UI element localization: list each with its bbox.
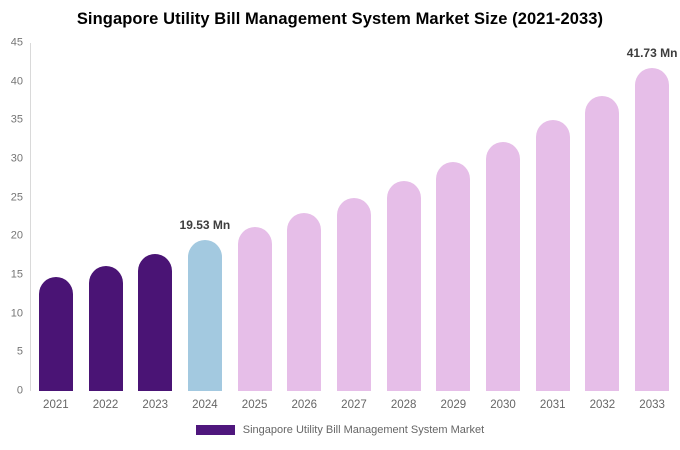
bar-cell-2025: 2025: [230, 43, 280, 411]
y-tick-40: 40: [10, 75, 23, 88]
bars-row: 2021 2022 2023 2024 19.53 Mn 2025 2026 2027 2028…: [31, 43, 678, 411]
bar-2026: [287, 213, 322, 391]
y-tick-30: 30: [10, 152, 23, 165]
bar-2032: [585, 96, 620, 391]
bar-cell-2021: 2021: [31, 43, 81, 411]
legend-label: Singapore Utility Bill Management System…: [242, 424, 485, 436]
bar-2025: [237, 227, 272, 391]
y-tick-35: 35: [10, 113, 23, 126]
bar-cell-2028: 2028: [379, 43, 429, 411]
y-tick-25: 25: [10, 191, 23, 204]
bar-cell-2030: 2030: [478, 43, 528, 411]
bar-2022: [88, 265, 123, 391]
bar-2024: [187, 239, 222, 391]
bar-2030: [486, 142, 521, 391]
x-label-2023: 2023: [142, 399, 169, 411]
chart-title: Singapore Utility Bill Management System…: [76, 10, 604, 28]
x-label-2029: 2029: [440, 399, 467, 411]
bar-cell-2027: 2027: [329, 43, 379, 411]
y-tick-10: 10: [10, 307, 23, 320]
x-label-2032: 2032: [589, 399, 616, 411]
x-label-2033: 2033: [639, 399, 665, 411]
legend: Singapore Utility Bill Management System…: [0, 424, 680, 436]
bar-cell-2031: 2031: [528, 43, 578, 411]
x-label-2030: 2030: [490, 399, 516, 411]
value-label-2024: 19.53 Mn: [179, 217, 231, 232]
x-label-2024: 2024: [192, 399, 218, 411]
bar-cell-2023: 2023: [130, 43, 180, 411]
y-tick-0: 0: [16, 384, 23, 397]
x-label-2027: 2027: [341, 399, 367, 411]
bar-cell-2026: 2026: [279, 43, 329, 411]
bar-2033: [635, 68, 670, 391]
bar-cell-2024: 2024 19.53 Mn: [179, 43, 231, 411]
x-label-2022: 2022: [92, 399, 119, 411]
bar-2028: [386, 180, 421, 391]
x-label-2025: 2025: [241, 399, 268, 411]
bar-2029: [436, 162, 471, 391]
value-label-2033: 41.73 Mn: [626, 46, 678, 61]
x-label-2028: 2028: [390, 399, 417, 411]
bar-cell-2033: 2033 41.73 Mn: [626, 43, 678, 411]
x-label-2026: 2026: [291, 399, 318, 411]
plot-area: 2021 2022 2023 2024 19.53 Mn 2025 2026 2027 2028…: [11, 37, 678, 411]
bar-cell-2032: 2032: [578, 43, 628, 411]
y-tick-15: 15: [10, 268, 23, 281]
bar-2021: [38, 276, 73, 391]
y-tick-45: 45: [10, 36, 23, 49]
y-tick-20: 20: [10, 229, 23, 242]
bar-cell-2022: 2022: [81, 43, 131, 411]
y-tick-5: 5: [16, 345, 23, 358]
bar-cell-2029: 2029: [429, 43, 479, 411]
bar-2031: [535, 120, 570, 391]
bar-2027: [336, 197, 371, 391]
x-label-2031: 2031: [539, 399, 566, 411]
legend-swatch-icon: [195, 425, 235, 435]
bar-2023: [138, 254, 173, 391]
x-label-2021: 2021: [43, 399, 69, 411]
